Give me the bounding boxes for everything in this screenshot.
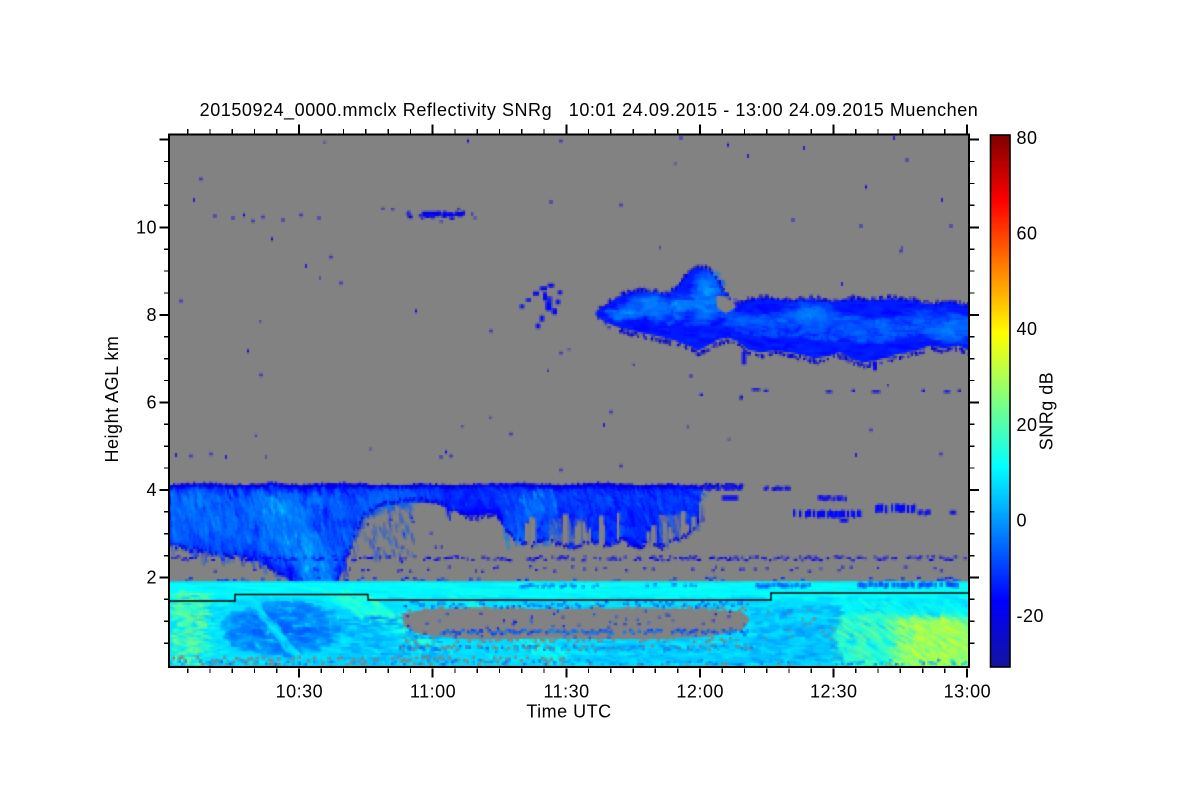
svg-text:8: 8 — [146, 305, 157, 325]
svg-text:10: 10 — [136, 218, 157, 238]
svg-text:40: 40 — [1017, 319, 1038, 339]
svg-text:80: 80 — [1017, 128, 1038, 148]
svg-text:13:00: 13:00 — [944, 682, 992, 702]
svg-text:60: 60 — [1017, 224, 1038, 244]
svg-text:SNRg dB: SNRg dB — [1037, 372, 1057, 451]
svg-text:11:30: 11:30 — [543, 682, 589, 702]
svg-text:10:30: 10:30 — [276, 682, 324, 702]
svg-text:4: 4 — [146, 480, 157, 500]
svg-text:Height AGL km: Height AGL km — [102, 336, 122, 463]
svg-text:6: 6 — [146, 393, 157, 413]
svg-text:Time UTC: Time UTC — [526, 702, 611, 722]
svg-text:12:00: 12:00 — [676, 682, 724, 702]
svg-text:-20: -20 — [1017, 606, 1045, 626]
svg-text:11:00: 11:00 — [410, 682, 456, 702]
svg-text:12:30: 12:30 — [810, 682, 858, 702]
svg-text:20: 20 — [1017, 415, 1038, 435]
svg-text:2: 2 — [146, 568, 157, 588]
svg-text:0: 0 — [1017, 510, 1028, 530]
